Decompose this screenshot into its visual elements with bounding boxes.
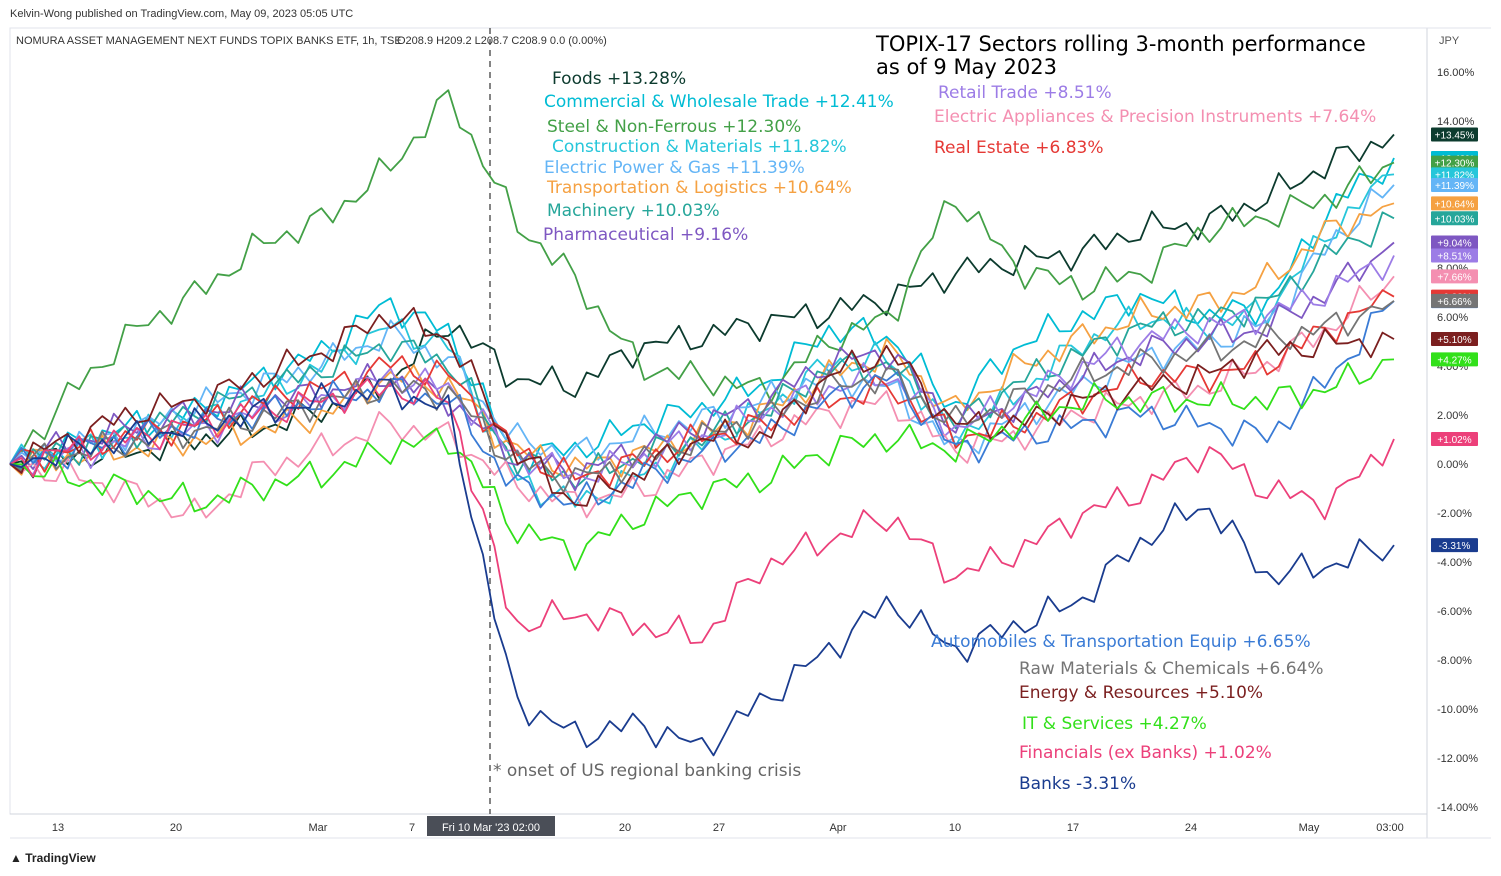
legend-it-services: IT & Services +4.27% — [1022, 714, 1207, 734]
y-tick-label: -6.00% — [1437, 606, 1472, 618]
badge-bg-it-services — [1431, 352, 1478, 367]
legend-machinery: Machinery +10.03% — [547, 201, 720, 221]
tradingview-brand-text: TradingView — [25, 851, 96, 865]
legend-raw-materials: Raw Materials & Chemicals +6.64% — [1019, 659, 1324, 679]
x-tick-label: 20 — [170, 822, 182, 834]
badge-financials-ex-banks: +1.02% — [1437, 435, 1471, 446]
legend-automobiles: Automobiles & Transportation Equip +6.65… — [931, 632, 1311, 652]
y-tick-label: 6.00% — [1437, 312, 1468, 324]
series-line-electric-appliances-precision-instruments — [9, 275, 1395, 519]
legend-steel-nonferrous: Steel & Non-Ferrous +12.30% — [547, 117, 802, 137]
series-line-banks — [9, 378, 1395, 757]
badge-bg-electric-power-gas — [1431, 177, 1478, 192]
badge-pharmaceutical: +9.04% — [1437, 239, 1471, 250]
badge-bg-transportation-logistics — [1431, 196, 1478, 211]
badge-electric-appliances-precision-instruments: +7.66% — [1437, 272, 1471, 283]
legend-transportation-logistics: Transportation & Logistics +10.64% — [547, 178, 852, 198]
badge-bg-foods — [1431, 127, 1478, 142]
badge-bg-construction-materials — [1431, 167, 1478, 182]
y-tick-label: -8.00% — [1437, 655, 1472, 667]
badge-bg-electric-appliances-precision-instruments — [1431, 269, 1478, 284]
badge-bg-retail-trade — [1431, 248, 1478, 263]
series-line-automobiles-transportation-equip — [9, 300, 1395, 509]
x-tick-label: Apr — [829, 822, 846, 834]
badge-bg-steel-non-ferrous — [1431, 155, 1478, 170]
x-tick-label: 17 — [1067, 822, 1079, 834]
series-line-raw-materials-chemicals — [9, 300, 1395, 493]
badge-bg-machinery — [1431, 211, 1478, 226]
x-tick-label: 20 — [619, 822, 631, 834]
y-tick-label: -2.00% — [1437, 508, 1472, 520]
x-tick-label: 10 — [949, 822, 961, 834]
legend-electric-power-gas: Electric Power & Gas +11.39% — [544, 158, 805, 178]
x-tick-label: May — [1299, 822, 1320, 834]
series-line-transportation-logistics — [9, 202, 1395, 478]
currency-label: JPY — [1439, 35, 1460, 47]
y-tick-label: 16.00% — [1437, 67, 1475, 79]
legend-real-estate: Real Estate +6.83% — [934, 138, 1104, 158]
badge-retail-trade: +8.51% — [1437, 252, 1471, 263]
y-tick-label: 0.00% — [1437, 459, 1468, 471]
chart-subtitle: as of 9 May 2023 — [876, 55, 1057, 79]
legend-retail-trade: Retail Trade +8.51% — [938, 83, 1112, 103]
badge-construction-materials: +11.82% — [1435, 170, 1474, 181]
series-line-it-services — [9, 358, 1395, 571]
tradingview-brand: ▲ TradingView — [10, 851, 96, 865]
badge-machinery: +10.03% — [1435, 214, 1475, 225]
series-line-energy-resources — [9, 306, 1395, 507]
y-tick-label: -4.00% — [1437, 557, 1472, 569]
x-tick-label: 03:00 — [1376, 822, 1404, 834]
x-tick-label: Mar — [309, 822, 328, 834]
legend-foods: Foods +13.28% — [552, 69, 687, 89]
tradingview-logo-icon: ▲ — [10, 851, 22, 865]
crosshair-date-box — [427, 816, 555, 836]
badge-bg-raw-materials-chemicals — [1431, 293, 1478, 308]
legend-financials-ex-banks: Financials (ex Banks) +1.02% — [1019, 743, 1272, 763]
legend-commercial-wholesale: Commercial & Wholesale Trade +12.41% — [544, 92, 894, 112]
crisis-annotation: * onset of US regional banking crisis — [493, 761, 802, 781]
badge-energy-resources: +5.10% — [1437, 335, 1471, 346]
badge-banks: -3.31% — [1439, 541, 1471, 552]
series-line-machinery — [9, 211, 1395, 489]
y-tick-label: 14.00% — [1437, 116, 1475, 128]
legend-electric-appliances: Electric Appliances & Precision Instrume… — [934, 107, 1377, 127]
y-tick-label: -14.00% — [1437, 802, 1478, 814]
y-tick-label: -10.00% — [1437, 704, 1478, 716]
badge-bg-energy-resources — [1431, 332, 1478, 347]
badge-bg-pharmaceutical — [1431, 235, 1478, 250]
badge-electric-power-gas: +11.39% — [1435, 181, 1474, 192]
legend-construction-materials: Construction & Materials +11.82% — [552, 137, 847, 157]
legend-banks: Banks -3.31% — [1019, 774, 1137, 794]
badge-raw-materials-chemicals: +6.66% — [1437, 297, 1471, 308]
ohlc-values: O208.9 H209.2 L208.7 C208.9 0.0 (0.00%) — [397, 35, 607, 47]
instrument-legend[interactable]: NOMURA ASSET MANAGEMENT NEXT FUNDS TOPIX… — [16, 35, 402, 47]
badge-bg-banks — [1431, 538, 1478, 553]
y-tick-label: 2.00% — [1437, 410, 1468, 422]
x-tick-label: 7 — [409, 822, 415, 834]
badge-steel-non-ferrous: +12.30% — [1435, 159, 1475, 170]
series-line-steel-non-ferrous — [9, 89, 1395, 465]
legend-pharmaceutical: Pharmaceutical +9.16% — [543, 225, 749, 245]
chart-title: TOPIX-17 Sectors rolling 3-month perform… — [876, 32, 1366, 56]
y-tick-label: -12.00% — [1437, 753, 1478, 765]
badge-foods: +13.45% — [1435, 130, 1475, 141]
badge-transportation-logistics: +10.64% — [1435, 199, 1475, 210]
x-tick-label: 27 — [713, 822, 725, 834]
series-line-financials-ex-banks — [9, 378, 1395, 644]
publisher-caption: Kelvin-Wong published on TradingView.com… — [10, 8, 354, 20]
x-tick-label: 24 — [1185, 822, 1197, 834]
legend-energy-resources: Energy & Resources +5.10% — [1019, 683, 1264, 703]
crosshair-date-label: Fri 10 Mar '23 02:00 — [442, 822, 540, 834]
badge-bg-financials-ex-banks — [1431, 432, 1478, 447]
x-tick-label: 13 — [52, 822, 64, 834]
badge-it-services: +4.27% — [1437, 355, 1471, 366]
